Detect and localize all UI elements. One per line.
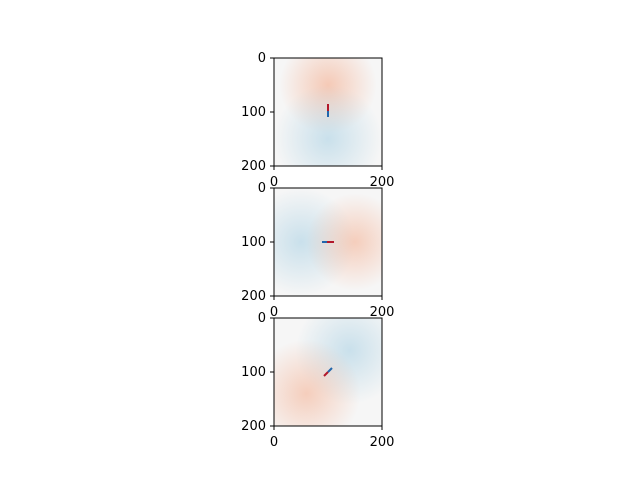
dipole-core-negative xyxy=(327,111,329,117)
x-tick-label: 200 xyxy=(370,305,395,320)
heatmap-panel-2: 0 100 200 0 200 xyxy=(241,181,394,320)
y-tick-label: 0 xyxy=(258,181,266,196)
dipole-core-negative xyxy=(322,241,328,243)
dipole-core-positive xyxy=(327,241,334,243)
heatmap-panel-3: 0 100 200 0 200 xyxy=(241,311,394,450)
x-tick-label: 0 xyxy=(270,435,278,450)
x-tick-label: 0 xyxy=(270,305,278,320)
x-tick-label: 200 xyxy=(370,175,395,190)
x-tick-label: 0 xyxy=(270,175,278,190)
y-tick-label: 0 xyxy=(258,51,266,66)
dipole-core-negative xyxy=(327,367,333,373)
y-tick-label: 100 xyxy=(241,365,266,380)
dipole-core-positive xyxy=(323,371,329,377)
y-tick-label: 200 xyxy=(241,289,266,304)
y-tick-label: 200 xyxy=(241,159,266,174)
y-tick-label: 200 xyxy=(241,419,266,434)
heatmap-panel-1: 0 100 200 0 200 xyxy=(241,51,394,190)
x-tick-label: 200 xyxy=(370,435,395,450)
y-tick-label: 100 xyxy=(241,105,266,120)
dipole-core-positive xyxy=(327,104,329,112)
y-tick-label: 100 xyxy=(241,235,266,250)
y-tick-label: 0 xyxy=(258,311,266,326)
